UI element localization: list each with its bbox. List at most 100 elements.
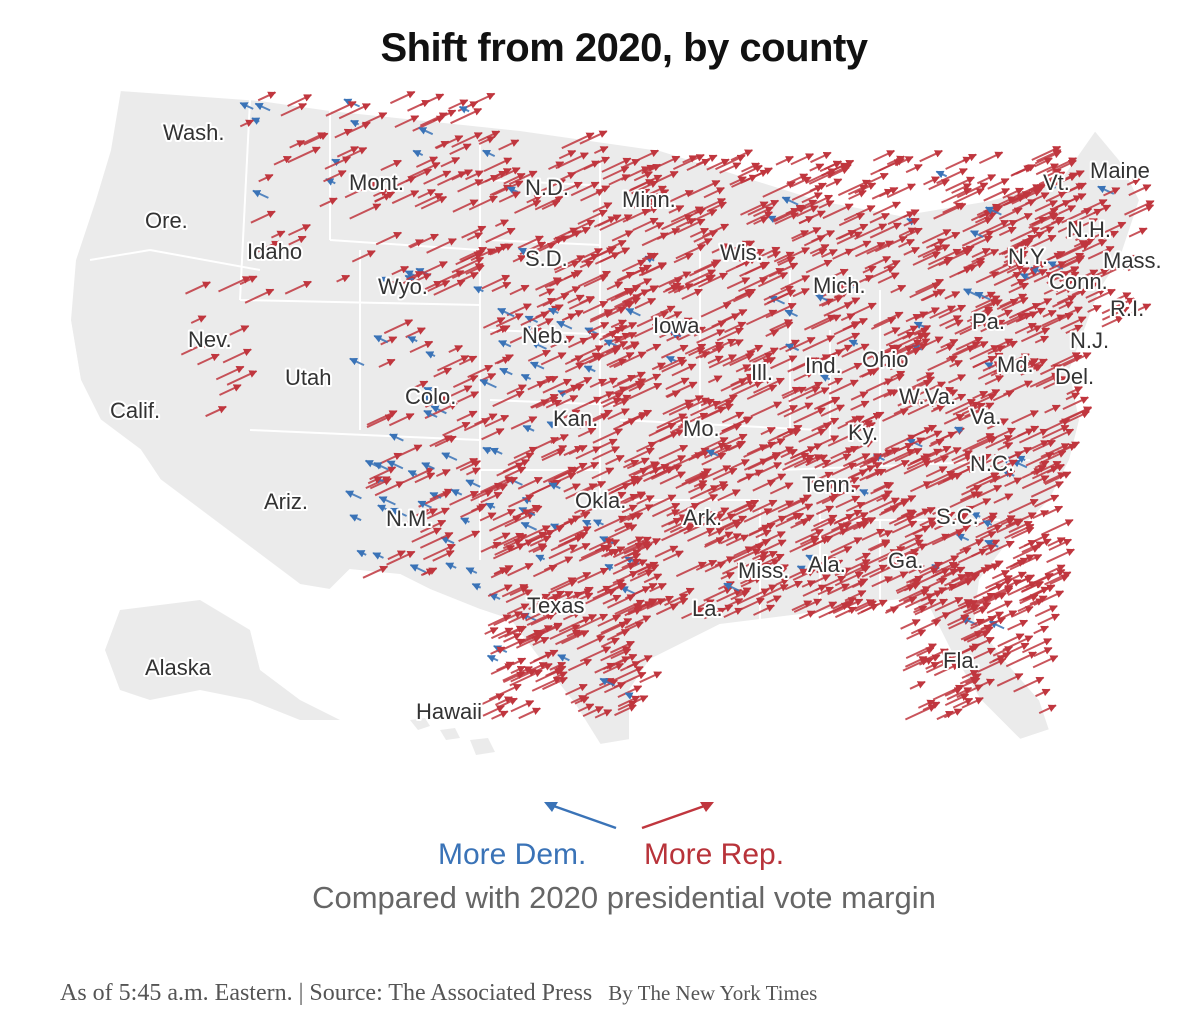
- rep-shift-arrow: [1005, 651, 1038, 668]
- rep-shift-arrow: [570, 181, 600, 197]
- rep-shift-arrow: [437, 170, 467, 186]
- rep-shift-arrow: [786, 173, 809, 185]
- rep-shift-arrow: [526, 194, 543, 204]
- rep-shift-arrow: [671, 363, 697, 377]
- rep-shift-arrow: [614, 332, 631, 342]
- rep-shift-arrow: [730, 149, 754, 162]
- rep-shift-arrow: [658, 356, 686, 371]
- rep-shift-arrow: [903, 217, 920, 227]
- rep-shift-arrow: [883, 326, 901, 337]
- rep-shift-arrow: [650, 170, 679, 186]
- rep-shift-arrow: [574, 506, 589, 515]
- rep-shift-arrow: [870, 158, 903, 176]
- state-label: Ariz.: [264, 489, 308, 514]
- rep-shift-arrow: [423, 170, 452, 185]
- rep-shift-arrow: [824, 268, 849, 281]
- rep-shift-arrow: [491, 281, 512, 293]
- rep-shift-arrow: [1024, 439, 1050, 453]
- state-label: Okla.: [575, 488, 626, 513]
- rep-shift-arrow: [823, 301, 853, 317]
- state-label: La.: [692, 596, 723, 621]
- rep-shift-arrow: [970, 235, 993, 248]
- rep-shift-arrow: [531, 236, 564, 254]
- rep-shift-arrow: [687, 394, 704, 404]
- rep-shift-arrow: [746, 384, 778, 400]
- rep-shift-arrow: [844, 240, 872, 255]
- rep-shift-arrow: [740, 201, 769, 216]
- rep-shift-arrow: [706, 158, 730, 171]
- state-label: Mont.: [349, 170, 404, 195]
- rep-shift-arrow: [848, 440, 874, 454]
- rep-shift-arrow: [971, 248, 1000, 264]
- state-label: Del.: [1055, 364, 1094, 389]
- rep-shift-arrow: [344, 181, 378, 199]
- rep-shift-arrow: [602, 166, 630, 180]
- rep-shift-arrow: [280, 102, 308, 117]
- rep-shift-arrow: [866, 240, 895, 255]
- rep-shift-arrow: [579, 130, 608, 145]
- rep-shift-arrow: [558, 149, 577, 160]
- rep-shift-arrow: [903, 246, 920, 256]
- rep-shift-arrow: [336, 274, 351, 283]
- rep-shift-arrow: [716, 327, 744, 342]
- legend-rep-label: More Rep.: [644, 838, 785, 871]
- rep-shift-arrow: [896, 339, 923, 353]
- rep-shift-arrow: [1026, 324, 1043, 334]
- rep-shift-arrow: [696, 328, 726, 344]
- rep-shift-arrow: [433, 279, 466, 296]
- rep-shift-arrow: [1033, 271, 1055, 283]
- rep-shift-arrow: [579, 260, 594, 269]
- rep-shift-arrow: [409, 233, 439, 249]
- rep-shift-arrow: [640, 262, 667, 277]
- rep-shift-arrow: [976, 173, 997, 185]
- rep-shift-arrow: [721, 411, 745, 424]
- rep-shift-arrow: [420, 195, 448, 210]
- rep-shift-arrow: [636, 441, 657, 453]
- rep-shift-arrow: [940, 338, 959, 349]
- rep-shift-arrow: [828, 379, 859, 395]
- rep-shift-arrow: [611, 230, 634, 242]
- rep-shift-arrow: [1033, 646, 1053, 658]
- rep-shift-arrow: [1014, 322, 1037, 335]
- rep-shift-arrow: [708, 354, 737, 369]
- dem-shift-arrow: [458, 105, 470, 114]
- rep-shift-arrow: [622, 409, 653, 425]
- rep-shift-arrow: [602, 324, 628, 338]
- rep-shift-arrow: [882, 448, 916, 466]
- rep-shift-arrow: [494, 219, 510, 228]
- rep-shift-arrow: [746, 443, 768, 456]
- rep-shift-arrow: [719, 162, 742, 174]
- rep-shift-arrow: [494, 167, 512, 178]
- rep-shift-arrow: [407, 161, 441, 179]
- rep-shift-arrow: [741, 162, 761, 173]
- rep-shift-arrow: [1011, 165, 1033, 177]
- rep-shift-arrow: [721, 416, 754, 433]
- rep-shift-arrow: [992, 389, 1015, 402]
- rep-shift-arrow: [1034, 335, 1050, 344]
- rep-shift-arrow: [599, 214, 633, 231]
- rep-shift-arrow: [1037, 613, 1060, 626]
- rep-shift-arrow: [818, 397, 841, 409]
- county-arrows: [180, 90, 1156, 721]
- state-label: Pa.: [972, 309, 1005, 334]
- rep-shift-arrow: [1058, 266, 1080, 278]
- rep-shift-arrow: [287, 93, 313, 107]
- rep-shift-arrow: [630, 174, 663, 191]
- rep-shift-arrow: [553, 254, 586, 271]
- rep-shift-arrow: [987, 344, 1006, 355]
- rep-shift-arrow: [859, 368, 876, 378]
- rep-shift-arrow: [822, 203, 854, 220]
- rep-shift-arrow: [671, 423, 690, 433]
- rep-shift-arrow: [753, 206, 774, 218]
- rep-shift-arrow: [869, 212, 890, 224]
- rep-shift-arrow: [566, 226, 591, 240]
- rep-shift-arrow: [905, 227, 923, 237]
- rep-shift-arrow: [920, 386, 955, 404]
- rep-shift-arrow: [897, 325, 919, 337]
- dem-shift-arrow: [254, 102, 271, 112]
- rep-shift-arrow: [825, 178, 843, 188]
- state-label: Ala.: [808, 552, 846, 577]
- rep-shift-arrow: [607, 239, 627, 250]
- dem-shift-arrow: [1019, 273, 1030, 281]
- rep-shift-arrow: [854, 241, 886, 258]
